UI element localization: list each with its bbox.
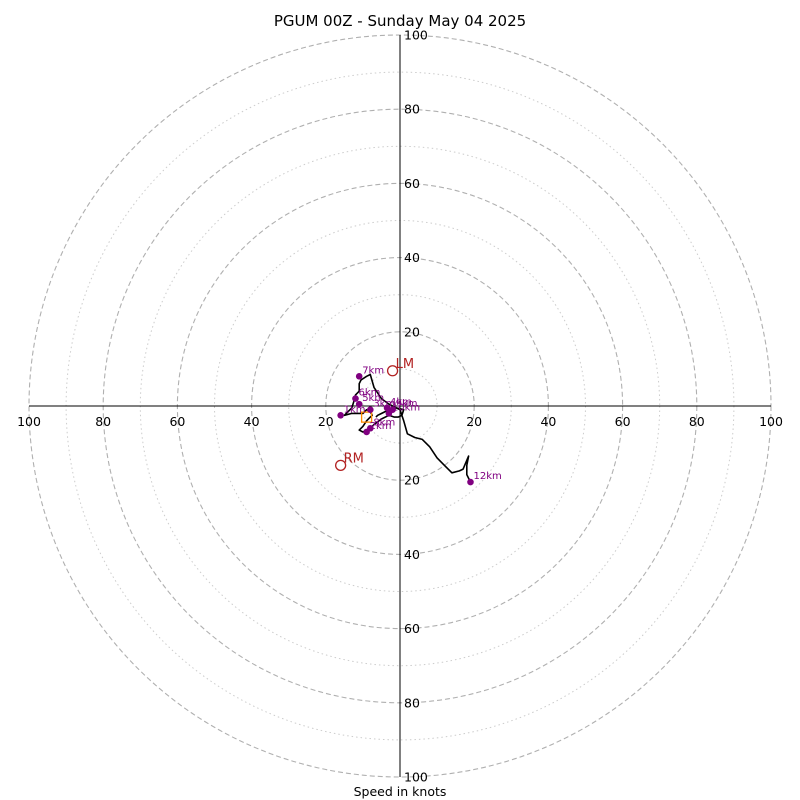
height-marker [337,411,344,419]
storm-motion-marker [386,365,399,377]
height-marker [467,478,474,486]
x-tick-label: 20 [466,414,482,429]
x-tick-label: 60 [615,414,631,429]
height-marker-label: 1km [344,404,366,415]
height-marker [383,404,391,412]
x-tick-label: 80 [95,414,111,429]
axes [29,35,771,777]
y-tick-label: 20 [404,473,420,488]
height-marker [367,424,374,432]
height-marker-label: 8km [373,417,395,428]
storm-motion-label: RM [344,451,364,466]
y-tick-label: 40 [404,250,420,265]
x-tick-label: 80 [689,414,705,429]
storm-motion-label: LM [396,357,414,372]
y-tick-label: 60 [404,621,420,636]
height-marker [385,410,393,417]
y-tick-label: 40 [404,547,420,562]
y-tick-label: 100 [404,28,428,43]
mean-wind-marker [360,411,373,423]
x-tick-label: 60 [169,414,185,429]
x-tick-label: 40 [244,414,260,429]
height-marker [355,373,363,380]
x-axis-label: Speed in knots [354,784,447,799]
height-marker-label: 7km [362,365,384,376]
x-tick-label: 100 [17,414,41,429]
y-tick-label: 80 [404,695,420,710]
height-marker-label: 4km [390,397,412,408]
height-marker [352,395,359,402]
storm-motion-marker [334,459,347,472]
y-tick-label: 60 [404,176,420,191]
x-tick-label: 100 [759,414,783,429]
height-marker-label: 10km [392,402,420,413]
x-tick-label: 20 [318,414,334,429]
height-marker [355,400,363,408]
height-marker [367,406,374,414]
height-marker-label: 3km [373,399,395,410]
height-marker-label: 9km [396,399,418,410]
height-marker-label: 5km [362,393,384,404]
height-marker-label: 12km [473,471,501,482]
x-tick-label: 40 [540,414,556,429]
y-tick-label: 100 [404,770,428,785]
tick-labels: 100 100 100 100 80 80 80 80 60 60 60 60 40 40 40 40 20 20… [17,28,783,785]
hodograph-trace [343,373,472,483]
height-marker-label: 2km [370,421,392,432]
y-tick-label: 20 [404,324,420,339]
chart-title: PGUM 00Z - Sunday May 04 2025 [274,12,526,30]
height-marker-label: 6km [358,388,380,399]
y-tick-label: 80 [404,102,420,117]
